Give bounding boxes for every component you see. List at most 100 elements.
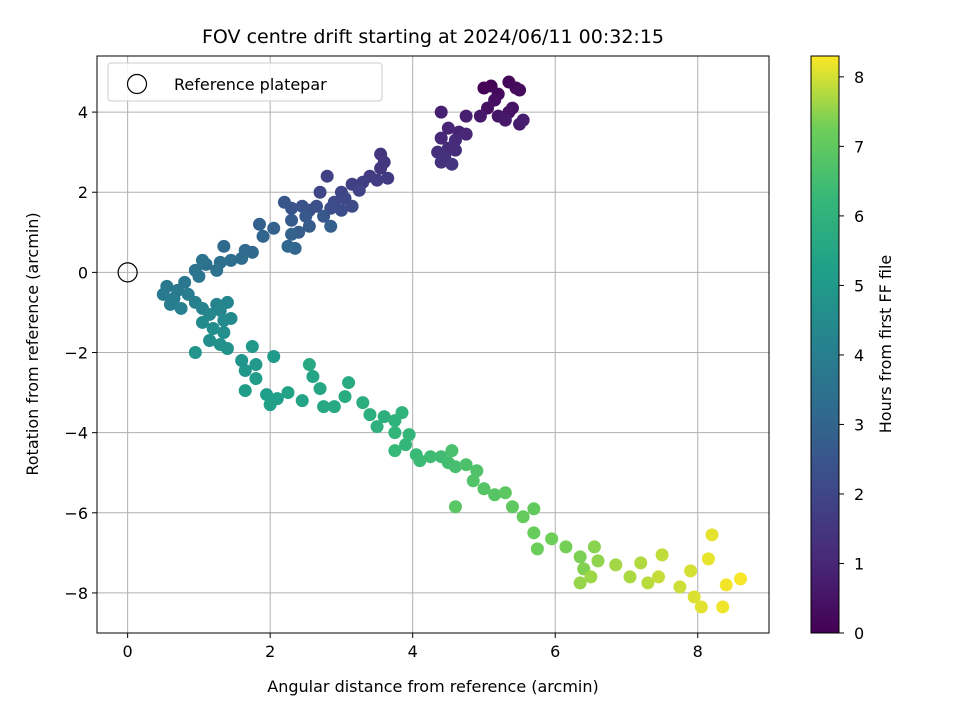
data-point (238, 364, 252, 378)
data-point (623, 570, 637, 584)
colorbar-tick-label: 5 (854, 276, 864, 295)
data-point (256, 229, 270, 243)
data-point (252, 217, 266, 231)
reference-platepar-point (117, 262, 138, 283)
data-point (217, 313, 231, 327)
data-point (163, 297, 177, 311)
colorbar-label: Hours from first FF file (876, 255, 895, 434)
legend-marker (126, 73, 148, 95)
data-point (213, 303, 227, 317)
x-axis-label: Angular distance from reference (arcmin) (267, 677, 598, 696)
data-point (381, 171, 395, 185)
data-point (516, 113, 530, 127)
colorbar-ticks: 0 1 2 3 4 5 6 7 8 (839, 68, 864, 643)
data-point (327, 400, 341, 414)
data-point (477, 482, 491, 496)
data-point (466, 474, 480, 488)
data-point (584, 570, 598, 584)
data-point (459, 127, 473, 141)
data-point (281, 239, 295, 253)
data-point (217, 325, 231, 339)
data-point (263, 398, 277, 412)
data-point (388, 444, 402, 458)
data-point (530, 542, 544, 556)
data-point (652, 570, 666, 584)
data-point (459, 458, 473, 472)
data-point (434, 155, 448, 169)
data-point (498, 486, 512, 500)
data-point (673, 580, 687, 594)
y-axis-ticks: −8 −6 −4 −2 0 2 4 (64, 103, 97, 603)
data-point (317, 400, 331, 414)
data-point (395, 406, 409, 420)
data-point (473, 109, 487, 123)
data-point (374, 161, 388, 175)
data-point (402, 428, 416, 442)
data-point (313, 382, 327, 396)
data-point (441, 121, 455, 135)
legend-box (107, 62, 383, 102)
data-point (363, 408, 377, 422)
data-point (299, 209, 313, 223)
data-point (587, 540, 601, 554)
data-point (694, 600, 708, 614)
data-point (356, 396, 370, 410)
y-tick-label: −6 (64, 504, 88, 523)
data-point (324, 219, 338, 233)
colorbar-tick-label: 0 (854, 624, 864, 643)
y-tick-label: 2 (78, 183, 88, 202)
data-point (388, 426, 402, 440)
y-tick-label: −8 (64, 584, 88, 603)
data-point (235, 251, 249, 265)
data-point (195, 315, 209, 329)
reference-point-marker (117, 262, 138, 283)
data-point (448, 460, 462, 474)
data-point (445, 444, 459, 458)
colorbar-tick-label: 1 (854, 554, 864, 573)
data-point (434, 105, 448, 119)
data-point (203, 333, 217, 347)
y-tick-label: 4 (78, 103, 88, 122)
data-point (716, 600, 730, 614)
data-point (445, 157, 459, 171)
data-points (156, 75, 747, 614)
data-point (249, 372, 263, 386)
data-point (488, 488, 502, 502)
data-point (448, 143, 462, 157)
data-point (448, 500, 462, 514)
data-point (573, 576, 587, 590)
data-point (267, 350, 281, 364)
data-point (498, 113, 512, 127)
y-tick-label: −2 (64, 344, 88, 363)
data-point (210, 263, 224, 277)
data-point (516, 510, 530, 524)
data-point (320, 169, 334, 183)
colorbar-tick-label: 4 (854, 346, 864, 365)
y-tick-label: −4 (64, 424, 88, 443)
data-point (306, 370, 320, 384)
data-point (459, 109, 473, 123)
data-point (545, 532, 559, 546)
data-point (338, 390, 352, 404)
data-point (188, 346, 202, 360)
x-tick-label: 0 (123, 642, 133, 661)
colorbar-tick-label: 6 (854, 207, 864, 226)
data-point (206, 321, 220, 335)
data-point (424, 450, 438, 464)
data-point (295, 394, 309, 408)
colorbar-tick-label: 3 (854, 415, 864, 434)
data-point (334, 203, 348, 217)
data-point (413, 454, 427, 468)
data-point (609, 558, 623, 572)
data-point (281, 386, 295, 400)
data-point (174, 301, 188, 315)
data-point (591, 554, 605, 568)
data-point (370, 173, 384, 187)
data-point (285, 213, 299, 227)
y-tick-label: 0 (78, 263, 88, 282)
y-axis-label: Rotation from reference (arcmin) (23, 212, 42, 475)
data-point (505, 101, 519, 115)
colorbar: 0 1 2 3 4 5 6 7 8 Hours from first FF file (810, 55, 895, 643)
data-point (220, 342, 234, 356)
